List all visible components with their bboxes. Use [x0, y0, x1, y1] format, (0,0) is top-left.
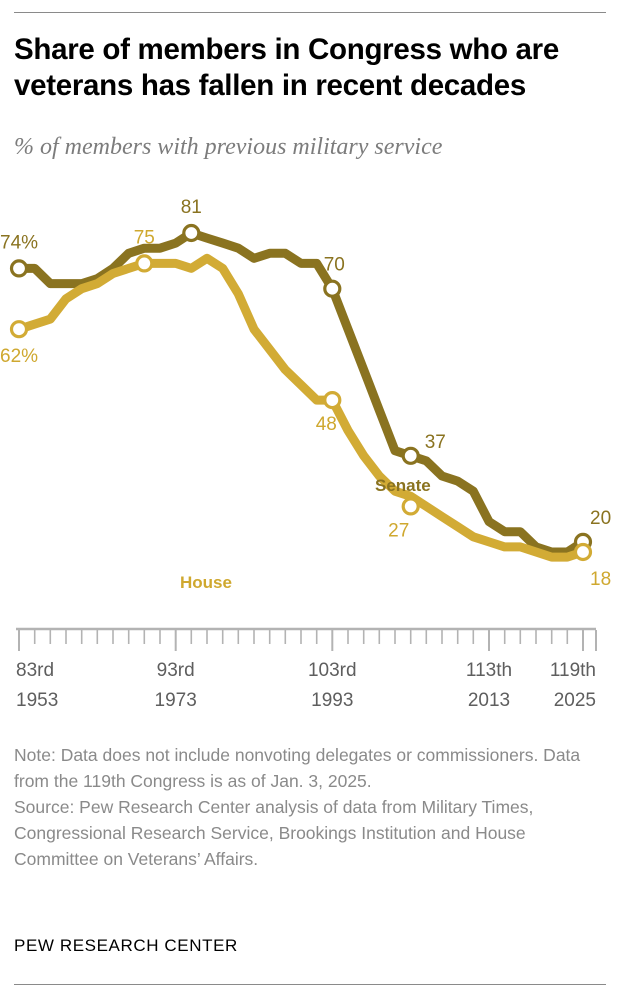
data-point-label: 48: [316, 414, 337, 435]
data-point-marker: [9, 320, 29, 339]
data-point-marker: [573, 542, 593, 562]
x-axis-congress-label: 103rd: [308, 660, 357, 681]
series-label-house: House: [180, 573, 232, 592]
data-point-label: 74%: [0, 232, 38, 253]
data-point-markers: [9, 223, 593, 562]
x-axis-year-label: 2013: [468, 690, 510, 711]
data-point-labels: 74% 81 70 37 20 62% 75 48 27 18: [0, 197, 611, 590]
data-point-marker: [401, 497, 420, 516]
top-divider: [14, 12, 606, 13]
senate-line: [14, 228, 588, 557]
data-point-label: 70: [324, 255, 345, 276]
data-point-label: 75: [134, 227, 155, 248]
x-axis-congress-label: 113th: [466, 660, 512, 681]
x-axis-congress-label: 119th: [550, 660, 596, 681]
page-subtitle: % of members with previous military serv…: [14, 134, 443, 160]
data-point-marker: [323, 391, 342, 410]
line-chart: 74% 81 70 37 20 62% 75 48 27 18 Senate House 83rd…: [0, 178, 620, 718]
data-point-label: 27: [388, 520, 409, 541]
series-label-senate: Senate: [375, 476, 431, 495]
data-point-marker: [182, 223, 201, 243]
data-point-marker: [135, 254, 154, 273]
footer: Note: Data does not include nonvoting de…: [14, 742, 614, 872]
data-point-marker: [401, 446, 420, 465]
chart-source: Source: Pew Research Center analysis of …: [14, 797, 534, 869]
data-point-label: 18: [590, 569, 611, 590]
chart-svg: 74% 81 70 37 20 62% 75 48 27 18 Senate House 83rd…: [0, 197, 611, 711]
x-axis-congress-label: 93rd: [157, 660, 195, 681]
bottom-divider: [14, 984, 606, 985]
x-axis-ticks: [18, 630, 597, 651]
data-point-marker: [323, 279, 342, 298]
x-axis-year-label: 2025: [554, 690, 596, 711]
brand-label: PEW RESEARCH CENTER: [14, 936, 238, 955]
data-point-label: 62%: [0, 346, 38, 367]
chart-note: Note: Data does not include nonvoting de…: [14, 745, 581, 791]
page-title: Share of members in Congress who are vet…: [14, 33, 559, 102]
x-axis-year-label: 1973: [155, 690, 197, 711]
x-axis-year-label: 1953: [16, 690, 58, 711]
data-point-label: 20: [590, 508, 611, 529]
data-point-label: 81: [181, 197, 202, 218]
x-axis-congress-label: 83rd: [16, 660, 54, 681]
x-axis-year-label: 1993: [311, 690, 353, 711]
x-axis-labels: 83rd 1953 93rd 1973 103rd 1993 113th 2013 119th 2…: [16, 660, 596, 711]
data-point-marker: [9, 259, 29, 278]
data-point-label: 37: [425, 432, 446, 453]
house-line: [14, 253, 588, 562]
